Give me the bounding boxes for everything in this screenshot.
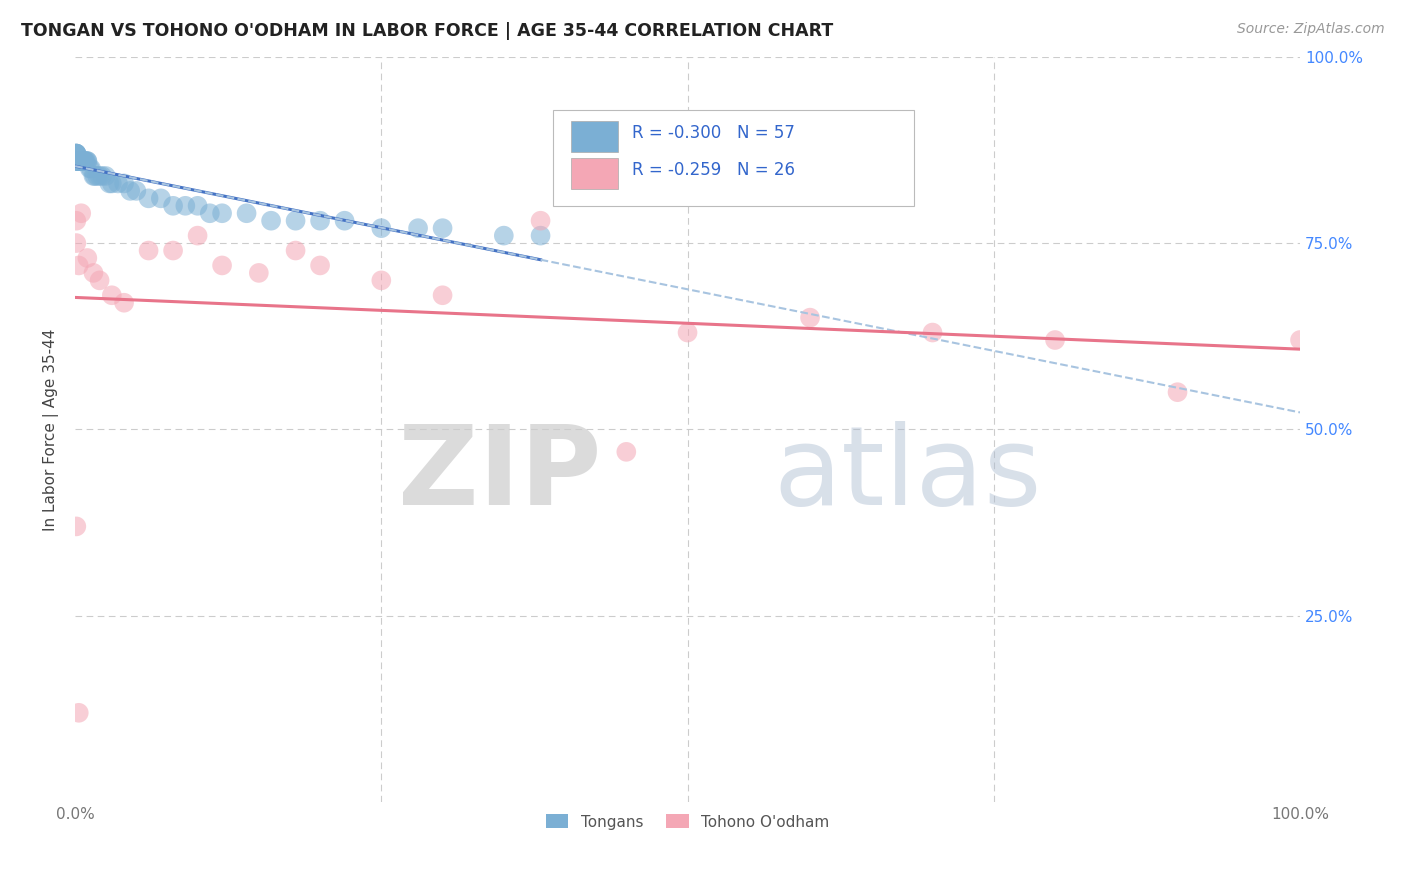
Point	[492, 228, 515, 243]
Point	[66, 154, 89, 169]
Point	[66, 154, 89, 169]
Text: ZIP: ZIP	[398, 421, 602, 528]
Point	[65, 146, 87, 161]
FancyBboxPatch shape	[571, 120, 617, 153]
Point	[187, 228, 209, 243]
Point	[91, 169, 114, 183]
Point	[101, 288, 124, 302]
Point	[67, 259, 90, 273]
Point	[75, 154, 97, 169]
Point	[65, 213, 87, 227]
Point	[67, 706, 90, 720]
Point	[79, 161, 101, 176]
Point	[76, 154, 98, 169]
Point	[76, 251, 98, 265]
FancyBboxPatch shape	[571, 158, 617, 189]
Point	[89, 273, 111, 287]
Point	[309, 213, 332, 227]
Point	[370, 273, 392, 287]
Point	[73, 154, 96, 169]
Point	[187, 199, 209, 213]
Point	[70, 154, 93, 169]
Text: R = -0.259   N = 26: R = -0.259 N = 26	[633, 161, 796, 179]
Point	[73, 154, 96, 169]
Point	[529, 213, 551, 227]
Point	[65, 236, 87, 251]
Legend: Tongans, Tohono O'odham: Tongans, Tohono O'odham	[540, 808, 835, 836]
Point	[799, 310, 821, 325]
Point	[162, 199, 184, 213]
Point	[76, 154, 98, 169]
Text: Source: ZipAtlas.com: Source: ZipAtlas.com	[1237, 22, 1385, 37]
Point	[66, 154, 89, 169]
Point	[614, 445, 637, 459]
Point	[174, 199, 197, 213]
Point	[65, 146, 87, 161]
Point	[67, 154, 90, 169]
Point	[125, 184, 148, 198]
Point	[65, 146, 87, 161]
Point	[89, 169, 111, 183]
Point	[198, 206, 221, 220]
Point	[211, 259, 233, 273]
Point	[73, 154, 96, 169]
Point	[94, 169, 117, 183]
Point	[247, 266, 270, 280]
Point	[260, 213, 283, 227]
FancyBboxPatch shape	[553, 111, 914, 206]
Point	[98, 177, 121, 191]
Point	[162, 244, 184, 258]
Point	[65, 519, 87, 533]
Y-axis label: In Labor Force | Age 35-44: In Labor Force | Age 35-44	[44, 328, 59, 531]
Point	[1167, 385, 1189, 400]
Point	[309, 259, 332, 273]
Point	[921, 326, 943, 340]
Point	[112, 295, 135, 310]
Point	[80, 161, 103, 176]
Point	[112, 177, 135, 191]
Text: atlas: atlas	[773, 421, 1042, 528]
Point	[67, 154, 90, 169]
Point	[66, 154, 89, 169]
Point	[676, 326, 699, 340]
Text: TONGAN VS TOHONO O'ODHAM IN LABOR FORCE | AGE 35-44 CORRELATION CHART: TONGAN VS TOHONO O'ODHAM IN LABOR FORCE …	[21, 22, 834, 40]
Point	[70, 206, 93, 220]
Point	[86, 169, 108, 183]
Point	[70, 154, 93, 169]
Point	[82, 266, 104, 280]
Point	[73, 154, 96, 169]
Point	[101, 177, 124, 191]
Text: R = -0.300   N = 57: R = -0.300 N = 57	[633, 124, 796, 142]
Point	[1043, 333, 1066, 347]
Point	[65, 146, 87, 161]
Point	[72, 154, 94, 169]
Point	[69, 154, 91, 169]
Point	[284, 213, 307, 227]
Point	[69, 154, 91, 169]
Point	[529, 228, 551, 243]
Point	[65, 146, 87, 161]
Point	[370, 221, 392, 235]
Point	[138, 244, 160, 258]
Point	[432, 288, 454, 302]
Point	[333, 213, 356, 227]
Point	[69, 154, 91, 169]
Point	[211, 206, 233, 220]
Point	[67, 154, 90, 169]
Point	[235, 206, 257, 220]
Point	[107, 177, 129, 191]
Point	[83, 169, 105, 183]
Point	[432, 221, 454, 235]
Point	[149, 191, 172, 205]
Point	[82, 169, 104, 183]
Point	[406, 221, 429, 235]
Point	[120, 184, 142, 198]
Point	[284, 244, 307, 258]
Point	[72, 154, 94, 169]
Point	[138, 191, 160, 205]
Point	[1289, 333, 1312, 347]
